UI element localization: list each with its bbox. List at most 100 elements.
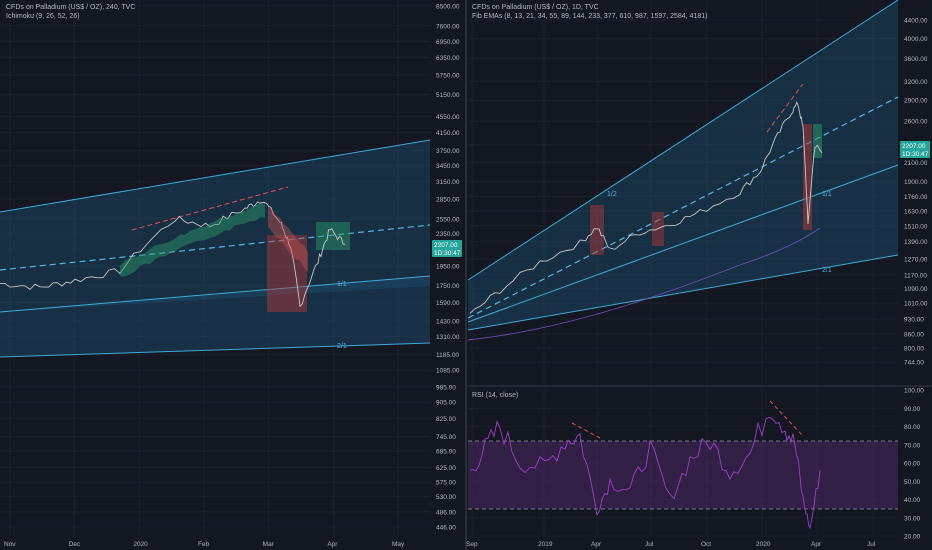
left-y-tick-label: 3750.00 — [436, 148, 460, 155]
left-indicator-label[interactable]: Ichimoku (9, 26, 52, 26) — [6, 13, 80, 20]
left-y-tick-label: 2350.00 — [436, 231, 460, 238]
right-indicator-label[interactable]: Fib EMAs (8, 13, 21, 34, 55, 89, 144, 23… — [472, 13, 708, 20]
right-y-tick-label: 4400.00 — [904, 18, 928, 25]
rsi-divergence-1 — [571, 422, 601, 439]
left-y-tick-label: 985.00 — [436, 384, 456, 391]
right-x-axis: Sep 2019 Apr Jul Oct 2020 Apr Jul — [466, 541, 876, 548]
left-y-tick-label: 5150.00 — [436, 92, 460, 99]
left-price-line — [0, 201, 346, 308]
left-x-tick-label: Dec — [69, 541, 81, 548]
rsi-divergence-2 — [769, 400, 804, 437]
left-channel — [0, 139, 431, 358]
right-y-tick-label: 2900.00 — [904, 98, 928, 105]
rsi-y-tick-label: 20.00 — [904, 534, 921, 541]
right-channel — [467, 0, 899, 341]
right-channel-label-3: 2/1 — [822, 267, 832, 274]
right-channel-lower-fill — [468, 165, 898, 330]
rsi-y-tick-label: 90.00 — [904, 406, 921, 413]
left-x-tick-label: Feb — [198, 541, 210, 548]
left-time-badge: 1D:30:47 — [434, 250, 461, 257]
left-ichimoku-cloud-red — [268, 206, 308, 273]
right-price-line — [469, 100, 823, 314]
right-x-tick-label: Apr — [591, 541, 602, 548]
left-x-tick-label: May — [392, 541, 405, 548]
left-y-tick-label: 745.00 — [436, 434, 456, 441]
right-green-box — [813, 124, 822, 158]
right-y-tick-label: 1090.00 — [904, 286, 928, 293]
right-channel-upper-fill — [468, 0, 898, 322]
rsi-y-tick-label: 60.00 — [904, 461, 921, 468]
left-y-tick-label: 7600.00 — [436, 23, 460, 30]
left-channel-top-line — [0, 139, 431, 213]
left-red-box — [267, 235, 307, 312]
right-x-tick-label: Jul — [645, 541, 654, 548]
left-y-tick-label: 486.00 — [436, 509, 456, 516]
right-time-badge: 1D:30:47 — [902, 151, 929, 158]
left-grid — [0, 0, 430, 535]
right-grid — [468, 0, 898, 535]
left-y-tick-label: 3450.00 — [436, 163, 460, 170]
left-chart-title: CFDs on Palladium (US$ / OZ), 240, TVC — [6, 4, 136, 11]
left-y-tick-label: 3150.00 — [436, 179, 460, 186]
left-channel-dashed-line — [0, 224, 431, 271]
left-channel-label-1: 1/1 — [337, 281, 347, 288]
right-price-badge: 2207.00 1D:30:47 — [900, 141, 930, 158]
left-y-axis: 8500.00 7600.00 6950.00 6350.00 5750.00 5150.… — [436, 4, 460, 532]
right-channel-label-1: 1/2 — [607, 191, 617, 198]
right-price-badge-value: 2207.00 — [902, 143, 926, 150]
rsi-y-axis: 100.00 90.00 80.00 70.00 60.00 50.00 40.00 30.0… — [904, 388, 924, 541]
right-channel-top-line — [467, 0, 899, 281]
right-y-tick-label: 4000.00 — [904, 36, 928, 43]
left-x-tick-label: Nov — [4, 541, 16, 548]
rsi-band-fill — [468, 441, 898, 509]
left-y-tick-label: 2550.00 — [436, 216, 460, 223]
right-red-box-1 — [590, 205, 604, 255]
rsi-y-tick-label: 50.00 — [904, 479, 921, 486]
right-channel-bottom-line — [467, 254, 899, 331]
right-channel-dashed-line — [467, 96, 899, 319]
right-x-tick-label: Jul — [867, 541, 876, 548]
right-y-tick-label: 860.00 — [904, 332, 924, 339]
left-green-box — [316, 222, 350, 250]
left-y-tick-label: 575.00 — [436, 480, 456, 487]
right-channel-mid-line — [467, 164, 899, 323]
left-y-tick-label: 8500.00 — [436, 4, 460, 11]
left-y-tick-label: 1950.00 — [436, 264, 460, 271]
left-y-tick-label: 1430.00 — [436, 319, 460, 326]
left-y-tick-label: 1185.00 — [436, 352, 459, 359]
right-x-tick-label: Apr — [811, 541, 822, 548]
right-y-tick-label: 1630.00 — [904, 209, 928, 216]
right-x-tick-label: Sep — [466, 541, 478, 548]
rsi-indicator-label[interactable]: RSI (14, close) — [472, 392, 519, 399]
left-y-tick-label: 530.00 — [436, 494, 456, 501]
left-channel-bottom-line — [0, 342, 431, 358]
left-channel-upper-fill — [0, 140, 430, 312]
left-x-tick-label: Apr — [327, 541, 338, 548]
left-y-tick-label: 2850.00 — [436, 197, 460, 204]
rsi-y-tick-label: 80.00 — [904, 424, 921, 431]
right-y-tick-label: 3200.00 — [904, 79, 928, 86]
right-y-tick-label: 3600.00 — [904, 56, 928, 63]
right-y-tick-label: 930.00 — [904, 317, 924, 324]
left-channel-label-2: 2/1 — [337, 343, 347, 350]
rsi-y-tick-label: 40.00 — [904, 497, 921, 504]
left-y-tick-label: 1310.00 — [436, 334, 460, 341]
right-x-tick-label: 2019 — [538, 541, 553, 548]
left-y-tick-label: 6950.00 — [436, 39, 460, 46]
right-resistance-dashed — [766, 83, 804, 133]
left-x-tick-label: Mar — [263, 541, 275, 548]
right-y-tick-label: 1510.00 — [904, 223, 928, 230]
left-y-tick-label: 685.00 — [436, 449, 456, 456]
right-channel-label-2: 1/1 — [822, 191, 832, 198]
right-y-tick-label: 1900.00 — [904, 179, 928, 186]
rsi-y-tick-label: 30.00 — [904, 515, 921, 522]
left-y-tick-label: 1085.00 — [436, 367, 460, 374]
left-x-axis: Nov Dec 2020 Feb Mar Apr May — [4, 541, 405, 548]
left-resistance-dashed — [131, 186, 289, 231]
right-y-tick-label: 800.00 — [904, 346, 924, 353]
left-y-tick-label: 1590.00 — [436, 300, 460, 307]
right-chart-title: CFDs on Palladium (US$ / OZ), 1D, TVC — [472, 4, 599, 11]
rsi-y-tick-label: 100.00 — [904, 388, 924, 395]
right-y-tick-label: 2600.00 — [904, 119, 928, 126]
